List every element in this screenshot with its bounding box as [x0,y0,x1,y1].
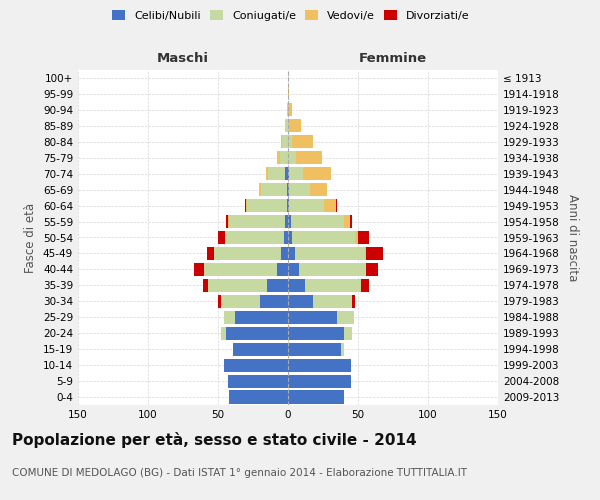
Bar [325,199,335,212]
Bar [288,279,305,292]
Bar [365,247,367,260]
Bar [367,263,377,276]
Bar [277,151,280,164]
Bar [288,247,295,260]
Bar [225,231,284,244]
Bar [207,247,214,260]
Bar [344,326,352,340]
Bar [226,215,228,228]
Bar [287,104,288,117]
Legend: Celibi/Nubili, Coniugati/e, Vedovi/e, Divorziati/e: Celibi/Nubili, Coniugati/e, Vedovi/e, Di… [108,6,474,25]
Bar [287,183,288,196]
Bar [313,295,352,308]
Bar [288,215,291,228]
Bar [289,120,301,132]
Bar [224,358,288,372]
Text: COMUNE DI MEDOLAGO (BG) - Dati ISTAT 1° gennaio 2014 - Elaborazione TUTTITALIA.I: COMUNE DI MEDOLAGO (BG) - Dati ISTAT 1° … [12,468,467,477]
Text: Femmine: Femmine [359,52,427,65]
Bar [214,247,281,260]
Bar [204,263,277,276]
Bar [246,199,247,212]
Bar [221,295,260,308]
Bar [288,342,341,355]
Bar [224,310,235,324]
Bar [288,135,292,148]
Bar [267,279,288,292]
Bar [289,183,310,196]
Bar [295,247,365,260]
Bar [247,199,287,212]
Bar [260,295,288,308]
Bar [266,167,268,180]
Bar [226,326,288,340]
Bar [229,390,288,404]
Bar [277,263,288,276]
Bar [280,151,288,164]
Bar [337,310,354,324]
Bar [288,183,289,196]
Bar [299,263,367,276]
Bar [288,358,351,372]
Bar [352,295,355,308]
Bar [288,104,292,117]
Bar [288,263,299,276]
Bar [259,183,262,196]
Bar [268,167,285,180]
Bar [283,135,288,148]
Bar [281,135,283,148]
Bar [288,390,344,404]
Bar [288,151,296,164]
Bar [335,199,337,212]
Bar [285,167,288,180]
Bar [288,310,337,324]
Bar [235,310,288,324]
Bar [285,215,288,228]
Bar [341,342,344,355]
Bar [296,151,322,164]
Bar [229,215,285,228]
Y-axis label: Fasce di età: Fasce di età [25,202,37,272]
Bar [305,279,361,292]
Bar [304,167,331,180]
Bar [289,199,325,212]
Bar [310,183,327,196]
Bar [218,295,221,308]
Bar [228,215,229,228]
Bar [291,215,344,228]
Bar [287,199,288,212]
Bar [367,247,383,260]
Y-axis label: Anni di nascita: Anni di nascita [566,194,579,281]
Bar [288,374,351,388]
Bar [281,247,288,260]
Bar [361,279,369,292]
Bar [208,279,267,292]
Bar [288,231,292,244]
Bar [292,231,355,244]
Bar [288,326,344,340]
Bar [228,374,288,388]
Bar [358,231,369,244]
Bar [344,215,350,228]
Bar [355,231,358,244]
Bar [289,167,304,180]
Bar [262,183,287,196]
Bar [233,342,288,355]
Bar [194,263,204,276]
Bar [203,279,208,292]
Bar [285,120,288,132]
Bar [292,135,313,148]
Bar [218,231,225,244]
Bar [245,199,246,212]
Bar [221,326,226,340]
Bar [288,199,289,212]
Bar [288,295,313,308]
Bar [288,167,289,180]
Text: Maschi: Maschi [157,52,209,65]
Bar [350,215,352,228]
Bar [284,231,288,244]
Bar [288,88,289,101]
Text: Popolazione per età, sesso e stato civile - 2014: Popolazione per età, sesso e stato civil… [12,432,416,448]
Bar [288,120,289,132]
